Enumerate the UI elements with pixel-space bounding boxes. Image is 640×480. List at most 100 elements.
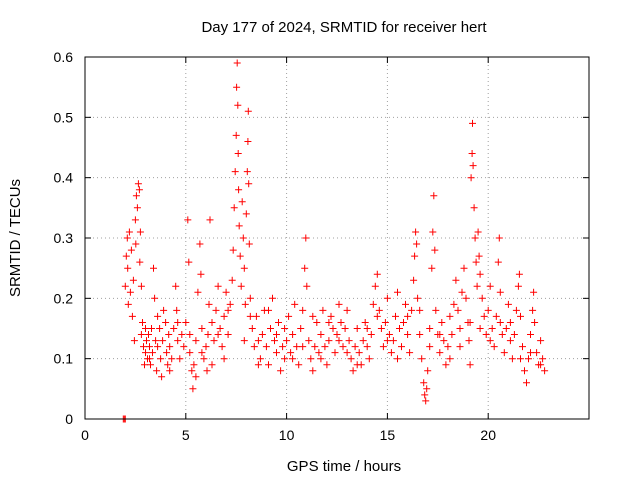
data-point: [414, 294, 422, 302]
data-point: [194, 288, 202, 296]
data-point: [136, 258, 144, 266]
data-point: [200, 355, 208, 363]
data-point: [408, 306, 416, 314]
data-point: [210, 337, 218, 345]
data-point: [373, 270, 381, 278]
data-point: [383, 294, 391, 302]
data-point: [529, 306, 537, 314]
data-point: [478, 294, 486, 302]
data-point: [182, 319, 190, 326]
data-point: [472, 258, 480, 266]
x-tick-label: 5: [182, 427, 190, 443]
data-point: [523, 379, 530, 387]
data-point: [343, 306, 351, 314]
data-point: [335, 300, 343, 308]
data-point: [192, 373, 200, 381]
data-point: [232, 131, 240, 139]
data-point: [537, 337, 545, 345]
data-point: [246, 294, 254, 302]
data-point: [465, 337, 473, 345]
data-point: [369, 300, 377, 308]
data-point: [134, 180, 142, 188]
data-point: [446, 355, 454, 363]
data-point: [162, 319, 170, 326]
data-point: [234, 101, 242, 109]
data-point: [484, 306, 492, 314]
data-point: [476, 325, 484, 332]
data-point: [174, 337, 182, 345]
axes: 0 5 10 15 20 0 0.1 0.2 0.3 0.4 0.5 0.6: [54, 49, 589, 443]
data-point: [423, 385, 431, 393]
data-point: [456, 325, 464, 332]
data-point: [132, 240, 140, 248]
data-point: [394, 355, 401, 363]
data-point: [131, 216, 139, 224]
data-point: [208, 319, 216, 326]
data-point: [281, 355, 289, 363]
data-point: [123, 234, 131, 242]
data-point: [206, 216, 214, 224]
y-tick-label: 0.6: [54, 49, 74, 65]
data-point: [212, 306, 220, 314]
data-point: [137, 282, 145, 290]
data-point: [140, 343, 147, 351]
data-point: [289, 355, 297, 363]
data-point: [244, 138, 252, 145]
data-point: [121, 282, 129, 290]
data-point: [186, 349, 194, 357]
data-point: [146, 343, 153, 351]
data-point: [178, 331, 186, 338]
data-point: [192, 337, 200, 345]
data-point: [242, 210, 250, 218]
data-point: [297, 325, 305, 332]
data-point: [287, 349, 295, 357]
data-point: [496, 288, 504, 296]
data-point: [450, 300, 458, 308]
data-point: [202, 343, 210, 351]
data-point: [216, 325, 224, 332]
data-point: [480, 312, 488, 320]
data-point: [438, 319, 446, 326]
data-point: [148, 325, 155, 332]
data-point: [157, 355, 165, 363]
data-point: [476, 270, 484, 278]
data-point: [537, 361, 545, 369]
data-point: [220, 355, 228, 363]
data-point: [444, 343, 452, 351]
data-point: [469, 119, 476, 127]
data-point: [307, 355, 315, 363]
data-point: [254, 361, 262, 369]
data-point: [248, 325, 256, 332]
data-point: [404, 312, 412, 320]
data-point: [416, 331, 424, 338]
data-point: [482, 331, 490, 338]
data-point: [245, 180, 253, 188]
data-point: [126, 288, 134, 296]
data-point: [514, 282, 522, 290]
data-point: [147, 361, 154, 369]
data-point: [168, 355, 176, 363]
data-point: [317, 355, 325, 363]
data-point: [184, 216, 192, 224]
data-point: [240, 264, 248, 272]
data-point: [203, 367, 211, 375]
data-point: [345, 337, 353, 345]
data-point: [154, 312, 162, 320]
data-point: [432, 306, 440, 314]
data-point: [496, 319, 504, 326]
data-point: [367, 331, 375, 338]
data-point: [527, 331, 534, 338]
data-point: [174, 319, 182, 326]
data-point: [285, 312, 293, 320]
data-point: [236, 252, 244, 260]
data-point: [377, 325, 385, 332]
data-point: [404, 331, 412, 338]
data-point: [143, 337, 150, 345]
data-point: [234, 150, 242, 157]
data-point: [166, 367, 174, 375]
data-point: [527, 349, 534, 357]
data-point: [271, 337, 278, 345]
data-point: [214, 282, 222, 290]
data-point: [319, 306, 327, 314]
data-point: [166, 343, 174, 351]
